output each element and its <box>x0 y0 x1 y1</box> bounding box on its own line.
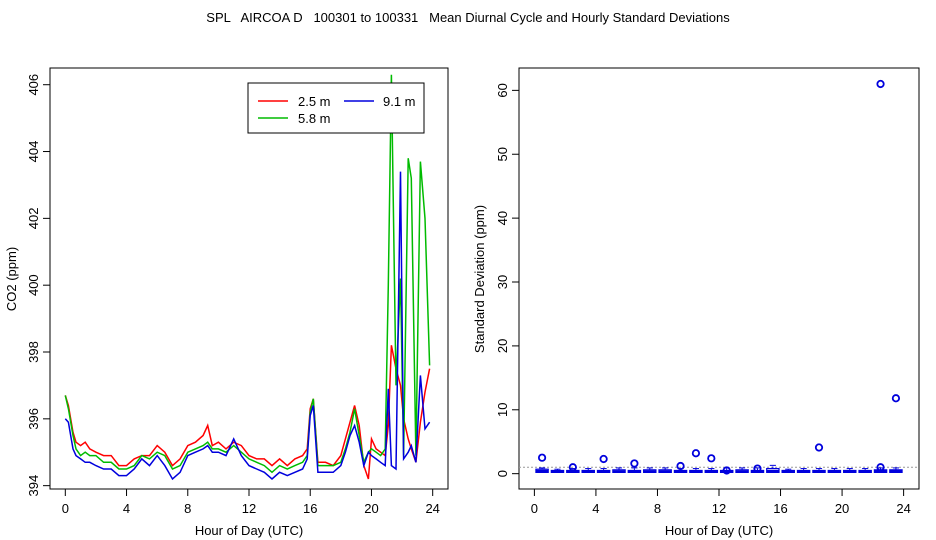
co2-y-tick-label: 404 <box>26 141 41 163</box>
figure-title: SPL AIRCOA D 100301 to 100331 Mean Diurn… <box>206 10 730 25</box>
legend-label-9-1m: 9.1 m <box>383 94 416 109</box>
stdev-outlier-point <box>707 454 716 463</box>
co2-y-tick-label: 396 <box>26 408 41 430</box>
co2-x-label: Hour of Day (UTC) <box>195 523 303 538</box>
stdev-y-tick-label: 40 <box>495 211 510 225</box>
stdev-x-tick-label: 20 <box>835 501 849 516</box>
legend-box <box>247 82 425 134</box>
stdev-x-tick-label: 8 <box>654 501 661 516</box>
stdev-y-axis: 0 10 20 30 40 50 60 <box>495 83 519 477</box>
stdev-outlier-point <box>676 461 685 471</box>
stdev-outlier-point <box>753 464 762 473</box>
stdev-x-tick-label: 12 <box>712 501 726 516</box>
co2-y-axis: 394 396 398 400 402 404 406 <box>26 74 50 497</box>
stdev-x-label: Hour of Day (UTC) <box>665 523 773 538</box>
co2-y-tick-label: 398 <box>26 341 41 363</box>
co2-x-axis: 0 4 8 12 16 20 24 <box>62 488 440 516</box>
co2-x-tick-label: 12 <box>242 501 256 516</box>
co2-series-line-2 <box>64 74 431 474</box>
stdev-outlier-point <box>568 463 577 472</box>
stdev-outlier-point <box>537 453 547 462</box>
stdev-x-tick-label: 16 <box>773 501 787 516</box>
stdev-x-axis: 0 4 8 12 16 20 24 <box>531 488 911 516</box>
stdev-outlier-point <box>891 394 901 403</box>
co2-x-tick-label: 8 <box>184 501 191 516</box>
co2-legend: 2.5 m 5.8 m 9.1 m <box>247 82 425 134</box>
co2-x-tick-label: 0 <box>62 501 69 516</box>
stdev-x-tick-label: 0 <box>531 501 538 516</box>
stdev-boxplots <box>535 464 903 474</box>
stdev-outlier-point <box>599 454 608 464</box>
stdev-y-tick-label: 60 <box>495 83 510 97</box>
stdev-y-tick-label: 20 <box>495 339 510 353</box>
stdev-y-tick-label: 50 <box>495 147 510 161</box>
stdev-panel: 0 4 8 12 16 20 24 0 10 20 30 40 50 60 Hour of Day (U… <box>472 67 920 538</box>
co2-y-tick-label: 402 <box>26 208 41 230</box>
stdev-y-tick-label: 30 <box>495 275 510 289</box>
co2-y-tick-label: 406 <box>26 74 41 96</box>
co2-diurnal-panel: 0 4 8 12 16 20 24 394 396 398 400 402 404 406 Hour o… <box>4 67 449 538</box>
stdev-outlier-point <box>722 466 731 475</box>
stdev-plot-frame <box>518 67 920 490</box>
co2-x-tick-label: 20 <box>364 501 378 516</box>
stdev-y-label: Standard Deviation (ppm) <box>472 205 487 353</box>
stdev-outlier-point <box>630 459 639 468</box>
co2-x-tick-label: 16 <box>303 501 317 516</box>
co2-x-tick-label: 4 <box>123 501 130 516</box>
stdev-x-tick-label: 4 <box>592 501 599 516</box>
stdev-outlier-point <box>876 79 885 89</box>
legend-label-5-8m: 5.8 m <box>298 111 331 126</box>
stdev-y-tick-label: 10 <box>495 403 510 417</box>
stdev-outlier-point <box>814 443 824 452</box>
stdev-x-tick-label: 24 <box>896 501 910 516</box>
stdev-y-tick-label: 0 <box>495 470 510 477</box>
stdev-outlier-point <box>876 463 885 472</box>
co2-series-lines <box>64 74 431 481</box>
co2-y-tick-label: 400 <box>26 274 41 296</box>
stdev-outlier-point <box>691 449 701 458</box>
legend-label-2-5m: 2.5 m <box>298 94 331 109</box>
co2-x-tick-label: 24 <box>425 501 439 516</box>
co2-y-tick-label: 394 <box>26 475 41 497</box>
stdev-outliers <box>537 79 901 475</box>
co2-series-line-3 <box>64 171 431 481</box>
co2-y-label: CO2 (ppm) <box>4 247 19 311</box>
